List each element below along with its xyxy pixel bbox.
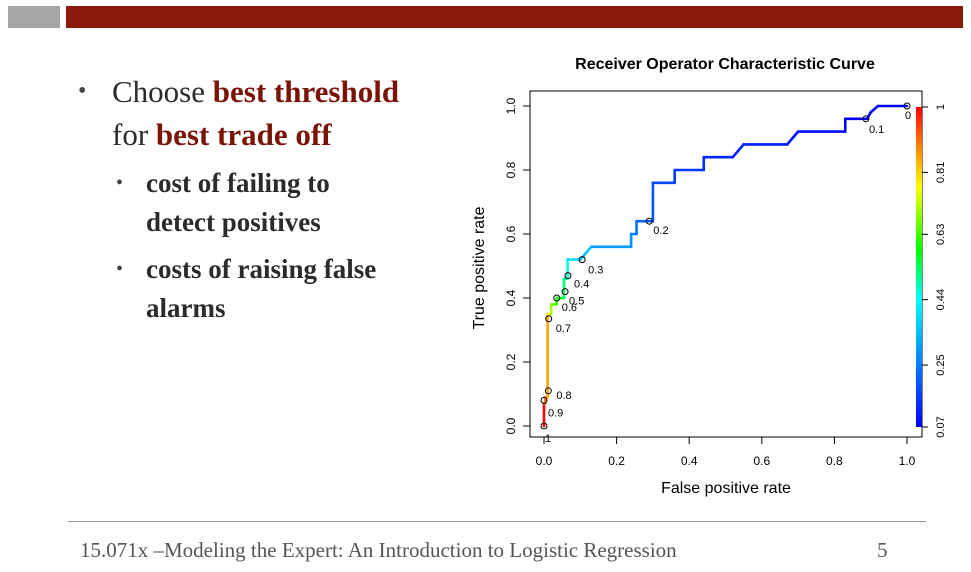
colorbar-tick-label: 0.44 <box>935 289 947 310</box>
threshold-label: 0.4 <box>574 279 589 291</box>
threshold-marker <box>645 217 653 225</box>
header-accent-bar <box>66 6 963 28</box>
footer-course-title: 15.071x –Modeling the Expert: An Introdu… <box>80 538 677 562</box>
subbullet-1: • cost of failing to detect positives <box>78 164 458 242</box>
x-tick-label: 0.6 <box>753 454 770 468</box>
subbullet-2-line-1: costs of raising false <box>146 254 377 284</box>
subbullet-1-line-1: cost of failing to <box>146 168 330 198</box>
colorbar <box>916 107 922 427</box>
bullet-list: • Choose best threshold for best trade o… <box>78 70 458 328</box>
threshold-marker <box>545 315 553 323</box>
roc-curve <box>542 104 909 428</box>
subbullet-2: • costs of raising false alarms <box>78 250 458 328</box>
y-tick-label: 0.6 <box>504 225 518 242</box>
colorbar-labels: 1 0.81 0.63 0.44 0.25 0.07 <box>922 104 947 438</box>
threshold-label: 0.7 <box>556 323 571 335</box>
subbullet-2-line-2: alarms <box>146 293 226 323</box>
chart-title: Receiver Operator Characteristic Curve <box>575 56 875 73</box>
threshold-marker <box>544 387 552 395</box>
threshold-label: 0.3 <box>588 265 603 277</box>
roc-curve-segment <box>731 143 745 159</box>
subbullet-1-line-2: detect positives <box>146 207 321 237</box>
bullet-main-highlight-2: best trade off <box>155 117 332 152</box>
page-number: 5 <box>877 538 888 562</box>
subbullet-glyph: • <box>116 172 124 194</box>
threshold-marker <box>903 102 911 110</box>
x-tick-label: 0.0 <box>536 454 553 468</box>
threshold-label: 0.5 <box>569 296 584 308</box>
bullet-main: • Choose best threshold for best trade o… <box>78 70 458 156</box>
colorbar-tick-label: 0.25 <box>935 354 947 375</box>
threshold-points: 1 0.9 0.8 0.7 0.60.5 0.4 0.3 0.2 0.1 0 <box>540 102 911 445</box>
y-tick-label: 0.0 <box>504 417 518 434</box>
subbullet-glyph: • <box>116 258 124 280</box>
threshold-marker <box>862 115 870 123</box>
threshold-label: 0.8 <box>556 390 571 402</box>
threshold-marker <box>564 272 572 280</box>
x-axis: 0.0 0.2 0.4 0.6 0.8 1.0 <box>536 437 916 468</box>
threshold-marker <box>561 288 569 296</box>
roc-curve-segment <box>579 245 593 261</box>
threshold-label: 1 <box>545 433 551 445</box>
roc-curve-segment <box>785 130 800 146</box>
bullet-main-prefix: Choose <box>112 74 213 109</box>
footer-divider <box>68 521 926 522</box>
threshold-marker <box>540 396 548 404</box>
x-tick-label: 1.0 <box>899 454 916 468</box>
threshold-marker <box>578 256 586 264</box>
y-tick-label: 0.8 <box>504 161 518 178</box>
colorbar-tick-label: 0.63 <box>935 224 947 245</box>
header-gray-block <box>8 6 60 28</box>
x-axis-label: False positive rate <box>661 480 791 497</box>
y-tick-label: 0.2 <box>504 353 518 370</box>
colorbar-tick-label: 1 <box>935 104 947 110</box>
x-tick-label: 0.4 <box>681 454 698 468</box>
bullet-main-highlight-1: best threshold <box>212 74 400 109</box>
threshold-marker <box>540 422 548 430</box>
colorbar-tick-label: 0.81 <box>935 162 947 183</box>
bullet-glyph: • <box>78 78 87 104</box>
threshold-label: 0.9 <box>548 407 563 419</box>
threshold-marker <box>553 294 561 302</box>
y-tick-label: 0.4 <box>504 289 518 306</box>
threshold-label: 0.2 <box>653 225 668 237</box>
x-tick-label: 0.2 <box>608 454 625 468</box>
y-axis: 0.0 0.2 0.4 0.6 0.8 1.0 <box>504 97 530 434</box>
y-tick-label: 1.0 <box>504 97 518 114</box>
roc-chart: Receiver Operator Characteristic Curve 0… <box>471 56 947 497</box>
bullet-main-middle: for <box>112 117 156 152</box>
y-axis-label: True positive rate <box>471 206 488 329</box>
threshold-label: 0 <box>905 110 911 122</box>
x-tick-label: 0.8 <box>826 454 843 468</box>
threshold-label: 0.1 <box>869 124 884 136</box>
colorbar-tick-label: 0.07 <box>935 416 947 437</box>
threshold-label: 0.6 <box>562 302 577 314</box>
roc-curve-segment <box>869 104 880 114</box>
